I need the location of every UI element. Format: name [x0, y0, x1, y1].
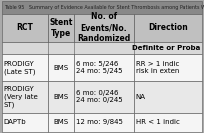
Text: PRODIGY
(Late ST): PRODIGY (Late ST) [4, 61, 35, 75]
Text: Direction: Direction [148, 23, 188, 32]
Text: 12 mo: 9/845: 12 mo: 9/845 [76, 119, 123, 125]
Bar [2, 14, 48, 42]
Bar [48, 54, 74, 81]
Bar [74, 54, 134, 81]
Bar [48, 14, 74, 42]
Text: RCT: RCT [17, 23, 33, 32]
Bar [2, 42, 202, 54]
Bar [74, 81, 134, 113]
Bar [134, 81, 202, 113]
Bar [2, 1, 202, 14]
Bar [2, 54, 48, 81]
Text: BMS: BMS [53, 119, 69, 125]
Bar [2, 113, 48, 132]
Text: Stent
Type: Stent Type [49, 18, 73, 38]
Text: 6 mo: 5/246
24 mo: 5/245: 6 mo: 5/246 24 mo: 5/245 [76, 61, 122, 74]
Text: No. of
Events/No.
Randomized: No. of Events/No. Randomized [77, 12, 131, 43]
Bar [134, 14, 202, 42]
Bar [48, 81, 74, 113]
Text: DAPTb: DAPTb [4, 119, 26, 125]
Bar [48, 113, 74, 132]
Text: Definite or Proba: Definite or Proba [132, 45, 200, 51]
Text: RR > 1 indic
risk in exten: RR > 1 indic risk in exten [136, 61, 179, 74]
Bar [134, 54, 202, 81]
Bar [74, 14, 134, 42]
Text: 6 mo: 0/246
24 mo: 0/245: 6 mo: 0/246 24 mo: 0/245 [76, 90, 122, 103]
Text: BMS: BMS [53, 65, 69, 71]
Bar [2, 81, 48, 113]
Bar [74, 113, 134, 132]
Bar [134, 113, 202, 132]
Text: BMS: BMS [53, 94, 69, 100]
Text: PRODIGY
(Very late
ST): PRODIGY (Very late ST) [4, 86, 37, 108]
Text: HR < 1 indic: HR < 1 indic [136, 119, 180, 125]
Text: Table 95   Summary of Evidence Available for Stent Thrombosis among Patients Wit: Table 95 Summary of Evidence Available f… [4, 5, 204, 10]
Text: NA: NA [136, 94, 146, 100]
